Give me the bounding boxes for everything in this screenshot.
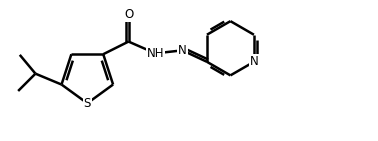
Text: NH: NH <box>147 47 164 60</box>
Text: O: O <box>124 8 133 21</box>
Text: N: N <box>178 44 187 57</box>
Text: S: S <box>84 97 91 110</box>
Text: N: N <box>249 55 258 68</box>
